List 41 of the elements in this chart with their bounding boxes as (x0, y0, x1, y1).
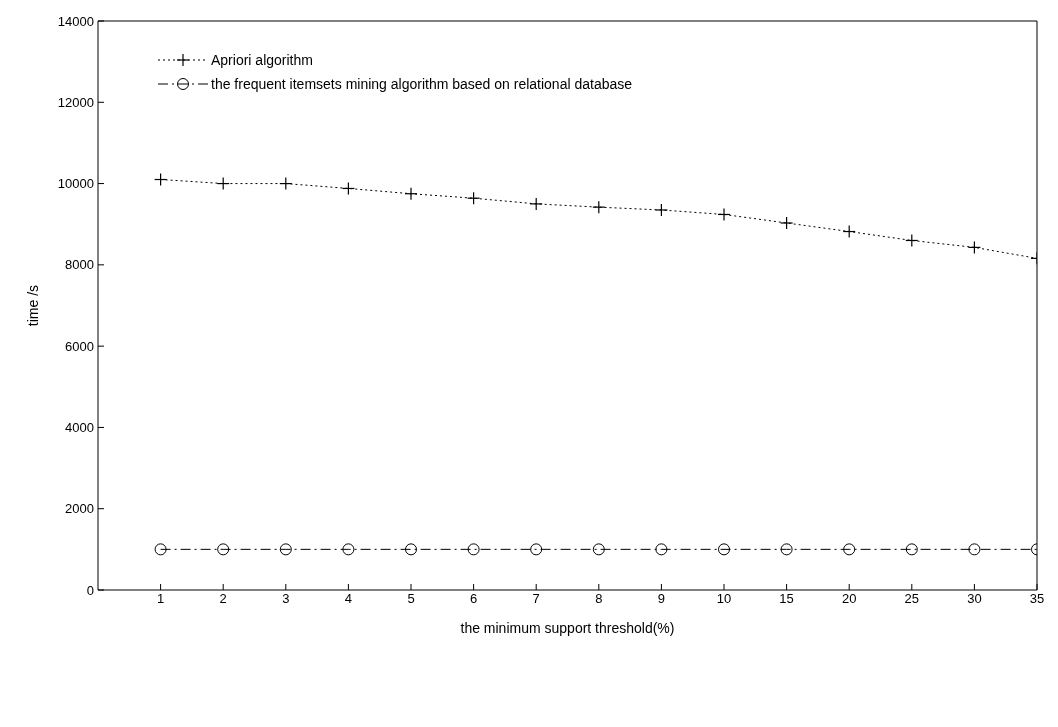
y-tick-label: 6000 (65, 338, 94, 354)
point (342, 543, 355, 556)
x-tick-label: 5 (407, 591, 415, 607)
point (718, 543, 730, 556)
x-tick-label: 6 (469, 591, 478, 607)
y-tick-label: 8000 (65, 257, 94, 273)
x-tick-label: 10 (716, 591, 732, 607)
point (217, 543, 230, 556)
x-tick-label: 25 (904, 591, 920, 607)
point (905, 543, 918, 556)
x-tick-label: 2 (219, 591, 227, 607)
x-tick-label: 8 (595, 591, 603, 607)
legend-label: the frequent itemsets mining algorithm based on relational database (211, 76, 633, 92)
x-axis-title: the minimum support threshold(%) (460, 620, 675, 636)
point (843, 543, 856, 556)
x-tick-label: 1 (156, 591, 165, 607)
legend-label: Apriori algorithm (211, 52, 313, 68)
y-tick-label: 14000 (57, 13, 94, 29)
x-tick-label: 15 (779, 591, 794, 607)
point (279, 543, 292, 556)
point (530, 543, 543, 556)
point (405, 543, 417, 556)
point (592, 543, 605, 556)
x-tick-label: 3 (282, 591, 290, 607)
x-tick-label: 20 (841, 591, 857, 607)
y-tick-label: 2000 (65, 501, 94, 517)
point (968, 543, 981, 556)
x-tick-label: 30 (967, 591, 982, 607)
y-tick-label: 4000 (65, 420, 94, 436)
point (655, 543, 668, 556)
x-tick-label: 4 (344, 591, 353, 607)
point (467, 543, 480, 556)
x-tick-label: 9 (657, 591, 666, 607)
point (154, 543, 167, 556)
point (780, 543, 793, 556)
y-tick-label: 10000 (57, 176, 94, 192)
y-tick-label: 12000 (57, 94, 94, 110)
x-tick-label: 7 (532, 591, 540, 607)
y-tick-label: 0 (86, 582, 94, 598)
y-axis-title: time /s (24, 284, 41, 327)
x-tick-label: 35 (1029, 591, 1045, 607)
